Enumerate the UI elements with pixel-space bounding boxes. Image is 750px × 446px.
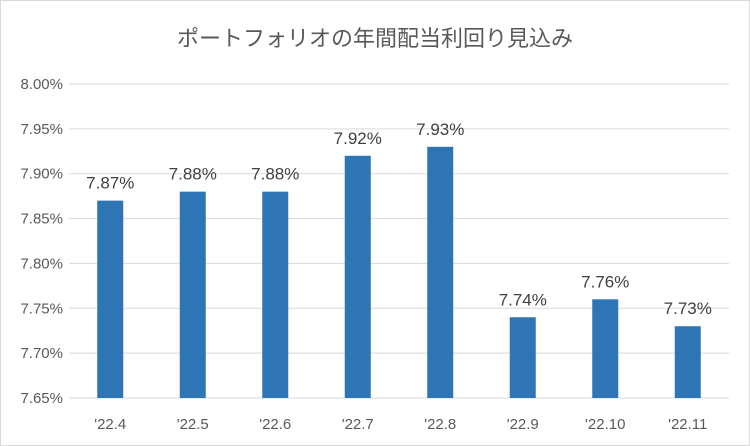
y-axis-ticks: 7.65% 7.70% 7.75% 7.80% 7.85% 7.90% 7.95% 8.00% (20, 76, 63, 407)
bar (262, 191, 289, 398)
x-tick-label: '22.6 (259, 416, 291, 433)
y-tick-label: 7.95% (20, 121, 63, 138)
y-tick-label: 7.65% (20, 390, 63, 407)
y-tick-label: 7.70% (20, 345, 63, 362)
bar (674, 326, 701, 398)
bar (344, 155, 371, 398)
bar (97, 200, 124, 398)
x-tick-label: '22.5 (177, 416, 209, 433)
x-tick-label: '22.4 (94, 416, 126, 433)
y-tick-label: 7.85% (20, 211, 63, 228)
data-label: 7.76% (581, 272, 629, 291)
y-tick-label: 7.75% (20, 300, 63, 317)
data-label: 7.87% (86, 174, 134, 193)
bar (592, 299, 619, 398)
x-tick-label: '22.11 (668, 416, 707, 433)
chart-title: ポートフォリオの年間配当利回り見込み (176, 27, 573, 52)
data-label: 7.74% (499, 290, 547, 309)
data-label: 7.73% (664, 299, 712, 318)
data-label: 7.93% (416, 120, 464, 139)
data-label: 7.92% (334, 129, 382, 148)
y-tick-label: 8.00% (20, 76, 63, 93)
data-labels: 7.87% 7.88% 7.88% 7.92% 7.93% 7.74% 7.76% 7.73% (86, 120, 712, 318)
bar (509, 317, 536, 398)
y-tick-label: 7.80% (20, 255, 63, 272)
bar (179, 191, 206, 398)
x-tick-label: '22.9 (507, 416, 539, 433)
bar (427, 146, 454, 398)
gridlines (69, 83, 729, 399)
x-tick-label: '22.7 (342, 416, 374, 433)
data-label: 7.88% (169, 165, 217, 184)
y-tick-label: 7.90% (20, 166, 63, 183)
x-tick-label: '22.10 (585, 416, 625, 433)
x-tick-label: '22.8 (424, 416, 456, 433)
data-label: 7.88% (251, 165, 299, 184)
bars (97, 146, 701, 398)
x-axis-ticks: '22.4 '22.5 '22.6 '22.7 '22.8 '22.9 '22.10 '22.… (94, 416, 707, 433)
